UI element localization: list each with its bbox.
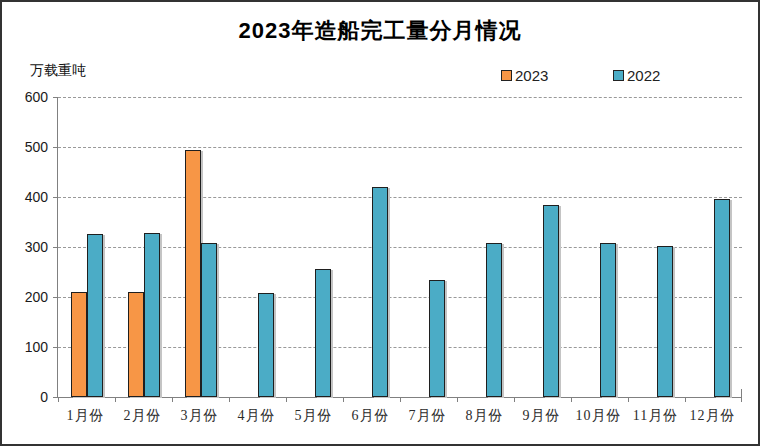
- gridline-300: [58, 247, 742, 248]
- x-tick-label-4月份: 4月份: [228, 407, 285, 425]
- y-tick-mark-500: [53, 147, 58, 148]
- y-tick-label-500: 500: [6, 139, 48, 155]
- legend-swatch-2023: [501, 70, 512, 81]
- bar-2022-12月份: [714, 199, 730, 398]
- bar-2022-11月份: [657, 246, 673, 398]
- x-tick-mark-3: [229, 397, 230, 402]
- x-tick-mark-7: [457, 397, 458, 402]
- x-tick-label-3月份: 3月份: [171, 407, 228, 425]
- legend-label-2022: 2022: [627, 67, 660, 84]
- gridline-600: [58, 97, 742, 98]
- gridline-500: [58, 147, 742, 148]
- x-tick-label-1月份: 1月份: [57, 407, 114, 425]
- bar-2022-10月份: [600, 243, 616, 397]
- bar-2023-3月份: [185, 150, 201, 398]
- x-tick-mark-4: [286, 397, 287, 402]
- x-tick-mark-10: [628, 397, 629, 402]
- x-tick-mark-9: [571, 397, 572, 402]
- gridline-100: [58, 347, 742, 348]
- bar-2022-3月份: [201, 243, 217, 397]
- x-tick-label-10月份: 10月份: [570, 407, 627, 425]
- y-tick-mark-300: [53, 247, 58, 248]
- x-tick-mark-8: [514, 397, 515, 402]
- y-tick-label-400: 400: [6, 189, 48, 205]
- y-tick-label-300: 300: [6, 239, 48, 255]
- legend-swatch-2022: [613, 70, 624, 81]
- x-tick-mark-1: [115, 397, 116, 402]
- y-tick-label-100: 100: [6, 339, 48, 355]
- y-tick-mark-200: [53, 297, 58, 298]
- y-tick-mark-400: [53, 197, 58, 198]
- x-tick-label-9月份: 9月份: [513, 407, 570, 425]
- bar-2022-8月份: [486, 243, 502, 398]
- y-tick-label-200: 200: [6, 289, 48, 305]
- y-tick-label-600: 600: [6, 89, 48, 105]
- y-tick-mark-600: [53, 97, 58, 98]
- x-tick-mark-11: [685, 397, 686, 402]
- chart-title: 2023年造船完工量分月情况: [2, 16, 758, 46]
- legend-item-2022: 2022: [613, 68, 660, 82]
- x-tick-label-8月份: 8月份: [456, 407, 513, 425]
- x-tick-label-11月份: 11月份: [627, 407, 684, 425]
- x-tick-label-5月份: 5月份: [285, 407, 342, 425]
- bar-2022-1月份: [87, 234, 103, 397]
- bar-2023-1月份: [71, 292, 87, 398]
- legend-label-2023: 2023: [515, 67, 548, 84]
- x-tick-label-2月份: 2月份: [114, 407, 171, 425]
- bar-2022-2月份: [144, 233, 160, 398]
- plot-area: [57, 97, 742, 398]
- x-tick-label-7月份: 7月份: [399, 407, 456, 425]
- bar-2022-5月份: [315, 269, 331, 398]
- x-tick-mark-6: [400, 397, 401, 402]
- bar-2022-4月份: [258, 293, 274, 398]
- x-tick-mark-end: [741, 397, 742, 402]
- x-tick-label-12月份: 12月份: [684, 407, 741, 425]
- x-tick-mark-5: [343, 397, 344, 402]
- gridline-200: [58, 297, 742, 298]
- y-axis-unit-label: 万载重吨: [30, 62, 86, 80]
- bar-2023-2月份: [128, 292, 144, 397]
- x-tick-label-6月份: 6月份: [342, 407, 399, 425]
- chart-frame: 2023年造船完工量分月情况 万载重吨 2023 2022 0 100 200 300…: [0, 0, 760, 446]
- x-tick-mark-2: [172, 397, 173, 402]
- gridline-400: [58, 197, 742, 198]
- x-tick-mark-0: [58, 397, 59, 402]
- bar-2022-6月份: [372, 187, 388, 398]
- bar-2022-7月份: [429, 280, 445, 398]
- bar-2022-9月份: [543, 205, 559, 398]
- legend-item-2023: 2023: [501, 68, 548, 82]
- y-tick-mark-100: [53, 347, 58, 348]
- x-axis-end-tick: [741, 389, 742, 397]
- y-tick-label-0: 0: [6, 389, 48, 405]
